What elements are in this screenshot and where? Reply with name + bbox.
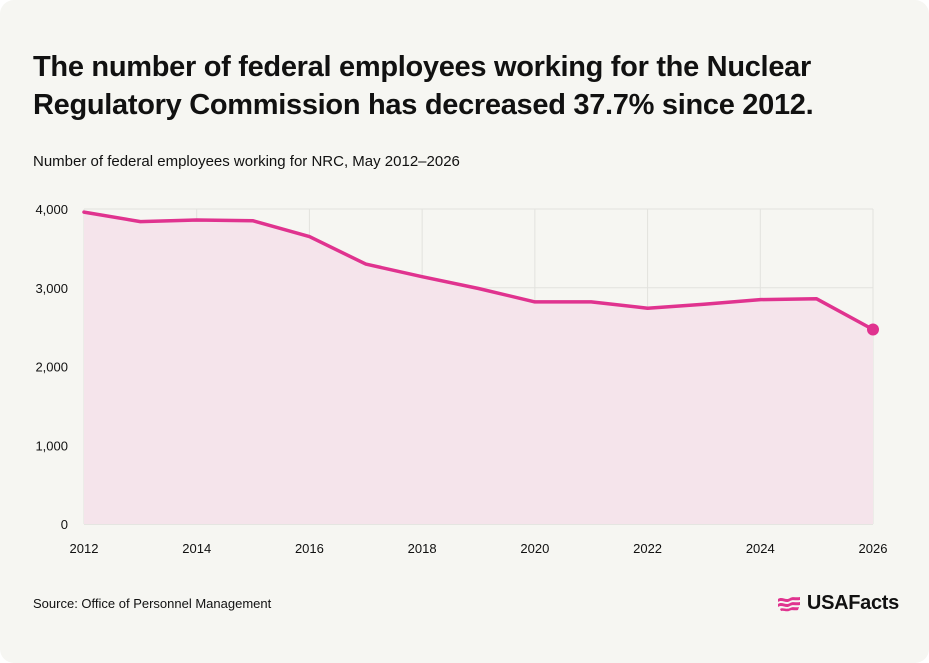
data-point (137, 219, 143, 225)
x-tick-label: 2012 (70, 541, 99, 556)
x-tick-label: 2024 (746, 541, 775, 556)
brand-logo[interactable]: USAFacts (777, 592, 899, 615)
y-tick-label: 0 (61, 517, 68, 532)
area-fill (84, 212, 873, 524)
data-point (814, 296, 820, 302)
brand-name: USAFacts (806, 592, 899, 614)
data-point (250, 218, 256, 224)
data-point (701, 301, 707, 307)
data-point (476, 286, 482, 292)
data-point (194, 217, 200, 223)
data-point (419, 274, 425, 280)
series-line (82, 210, 875, 332)
y-tick-label: 1,000 (35, 438, 68, 453)
data-point (757, 297, 763, 303)
x-axis-ticks: 2012 2014 2016 2018 2020 2022 2024 2026 (70, 541, 888, 556)
x-tick-label: 2018 (408, 541, 437, 556)
data-point (645, 305, 651, 311)
y-tick-label: 4,000 (35, 202, 68, 217)
x-tick-label: 2026 (859, 541, 888, 556)
x-tick-label: 2022 (633, 541, 662, 556)
x-tick-label: 2014 (182, 541, 211, 556)
chart-title: The number of federal employees working … (33, 51, 814, 121)
endpoint-marker (867, 323, 879, 336)
usa-flag-icon (777, 596, 800, 611)
x-tick-label: 2020 (520, 541, 549, 556)
data-point (306, 234, 312, 240)
data-point (532, 299, 538, 305)
y-axis-ticks: 0 1,000 2,000 3,000 4,000 (35, 202, 68, 532)
data-point (363, 261, 369, 267)
chart-subtitle: Number of federal employees working for … (33, 153, 460, 170)
data-point (588, 299, 594, 305)
source-note: Source: Office of Personnel Management (33, 596, 272, 611)
y-tick-label: 2,000 (35, 360, 68, 375)
data-points (81, 209, 879, 336)
data-point (81, 209, 87, 215)
y-tick-label: 3,000 (35, 281, 68, 296)
x-tick-label: 2016 (295, 541, 324, 556)
